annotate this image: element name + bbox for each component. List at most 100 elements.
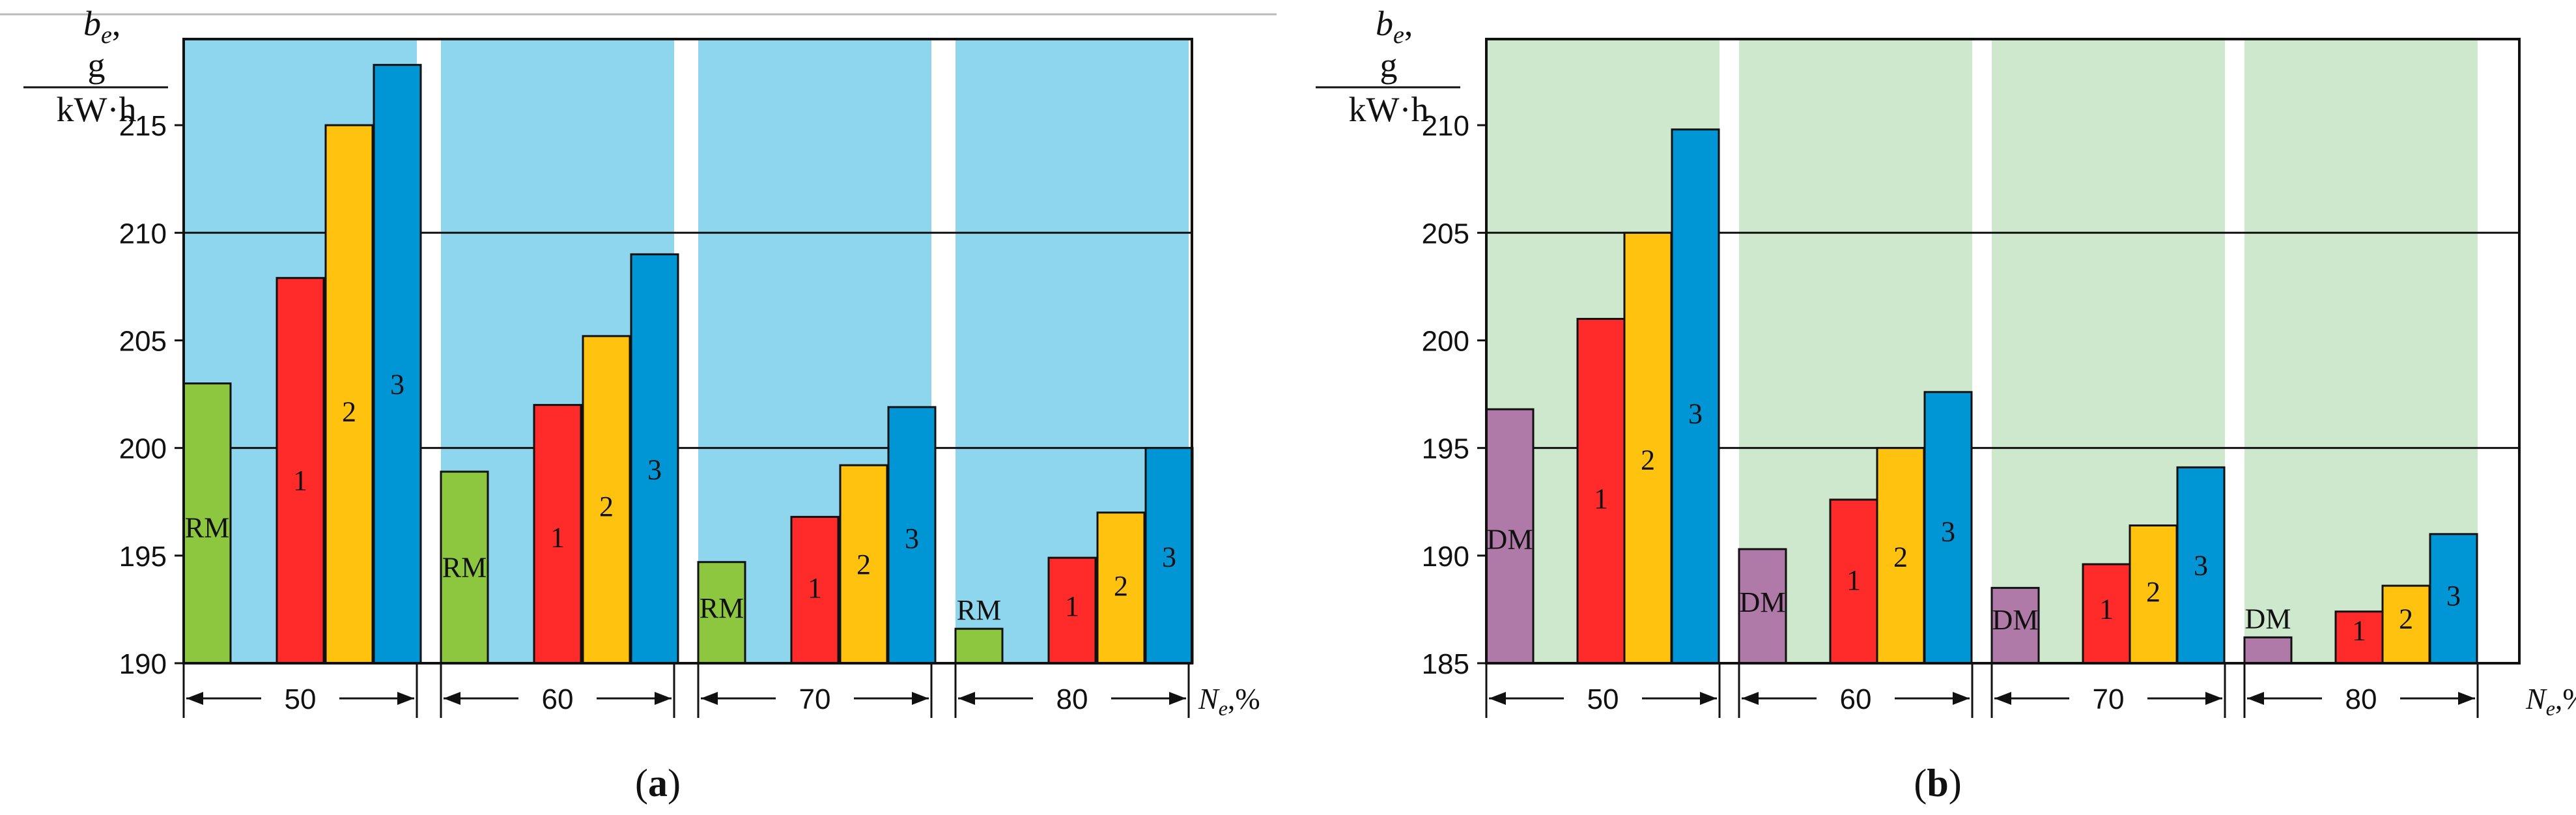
group-label-50: 50: [1587, 683, 1619, 715]
panel-a-chart: RM 1 2 3 RM 1 2 3 RM 1 2 3 RM 1 2 3 190 195 200 205 210 215 50…: [23, 4, 1260, 805]
bar-label-60-DM: DM: [1740, 586, 1786, 618]
arrowhead-left-60: [1742, 692, 1759, 705]
bar-label-60-3: 3: [1941, 516, 1955, 548]
bar-50-3: [1671, 128, 1720, 665]
y-axis-symbol: be,: [83, 4, 120, 49]
arrowhead-left-80: [958, 692, 975, 705]
y-tick-label-215: 215: [119, 110, 167, 142]
bar-label-50-RM: RM: [185, 512, 229, 544]
bar-label-80-1: 1: [2352, 614, 2366, 646]
bar-label-70-1: 1: [808, 572, 822, 604]
arrowhead-left-60: [444, 692, 460, 705]
bar-label-70-DM: DM: [1992, 604, 2039, 636]
bar-50-1: [1576, 317, 1626, 665]
group-label-60: 60: [1840, 683, 1872, 715]
arrowhead-left-80: [2247, 692, 2264, 705]
bar-label-60-3: 3: [647, 454, 662, 486]
y-unit-numerator: g: [88, 46, 106, 85]
bar-label-70-2: 2: [856, 549, 871, 580]
arrowhead-left-70: [701, 692, 718, 705]
bar-label-80-RM: RM: [957, 594, 1001, 626]
bar-label-80-DM: DM: [2245, 603, 2291, 635]
group-label-50: 50: [285, 683, 317, 715]
y-tick-label-210: 210: [1422, 110, 1469, 142]
bar-label-50-DM: DM: [1487, 524, 1533, 556]
bar-label-50-3: 3: [1688, 397, 1703, 429]
panel-caption-a: (a): [635, 762, 681, 805]
bar-label-70-2: 2: [2146, 576, 2160, 608]
bar-50-1: [276, 277, 325, 665]
bar-label-50-2: 2: [1641, 444, 1655, 476]
y-tick-label-200: 200: [119, 433, 167, 465]
arrowhead-right-50: [1700, 692, 1717, 705]
bar-50-3: [373, 64, 422, 665]
bar-80-1: [1047, 556, 1097, 665]
bar-label-80-2: 2: [1114, 570, 1128, 602]
bar-70-2: [839, 464, 888, 665]
bar-label-50-3: 3: [390, 369, 404, 401]
bar-60-DM: [1738, 548, 1787, 665]
y-tick-label-190: 190: [1422, 541, 1469, 573]
arrowhead-right-50: [397, 692, 414, 705]
panel-caption-b: (b): [1914, 762, 1961, 805]
bar-label-70-1: 1: [2099, 593, 2114, 625]
y-tick-label-200: 200: [1422, 325, 1469, 357]
bar-80-2: [1096, 511, 1146, 665]
arrowhead-right-60: [1953, 692, 1970, 705]
bar-label-80-1: 1: [1065, 590, 1079, 622]
bar-label-50-2: 2: [342, 395, 356, 427]
group-label-70: 70: [2093, 683, 2125, 715]
bar-label-70-3: 3: [905, 522, 919, 554]
plot-frame: [182, 38, 1193, 665]
bar-label-80-3: 3: [2446, 580, 2461, 612]
y-tick-label-205: 205: [119, 325, 167, 357]
bar-60-1: [533, 404, 582, 665]
y-unit-denominator: kW·h: [57, 90, 137, 129]
bar-60-RM: [440, 470, 489, 665]
group-label-60: 60: [542, 683, 574, 715]
bar-label-60-2: 2: [599, 491, 614, 522]
y-tick-label-185: 185: [1422, 648, 1469, 680]
y-unit-numerator: g: [1380, 46, 1398, 85]
arrowhead-left-50: [1489, 692, 1506, 705]
bar-label-80-3: 3: [1162, 541, 1176, 573]
bar-60-3: [1923, 391, 1973, 665]
bar-80-RM: [954, 627, 1004, 665]
y-tick-label-190: 190: [119, 648, 167, 680]
bar-80-DM: [2243, 636, 2293, 665]
bar-50-2: [324, 124, 374, 665]
x-axis-label: Ne,%: [1198, 682, 1260, 720]
arrowhead-right-60: [655, 692, 672, 705]
bar-70-3: [887, 406, 937, 665]
bar-label-60-1: 1: [550, 522, 565, 554]
bar-label-70-3: 3: [2194, 550, 2208, 582]
plot-frame: [1485, 38, 2521, 665]
bar-label-60-RM: RM: [442, 552, 487, 584]
bar-label-60-2: 2: [1893, 541, 1908, 573]
bar-label-70-RM: RM: [700, 592, 744, 624]
bar-70-1: [790, 515, 840, 665]
group-label-80: 80: [2345, 683, 2377, 715]
bar-label-50-1: 1: [1594, 483, 1608, 515]
y-unit-denominator: kW·h: [1349, 90, 1429, 129]
bar-60-1: [1829, 498, 1878, 665]
arrowhead-right-70: [2205, 692, 2222, 705]
y-tick-label-195: 195: [1422, 433, 1469, 465]
bar-label-80-2: 2: [2399, 603, 2413, 635]
arrowhead-left-70: [1994, 692, 2011, 705]
bar-70-2: [2129, 524, 2178, 665]
bar-70-3: [2176, 466, 2226, 665]
arrowhead-right-80: [1169, 692, 1186, 705]
group-label-80: 80: [1056, 683, 1088, 715]
x-axis-label: Ne,%: [2525, 682, 2576, 720]
y-axis-symbol: be,: [1376, 4, 1413, 49]
bar-label-50-1: 1: [293, 465, 307, 496]
y-tick-label-205: 205: [1422, 218, 1469, 250]
bar-label-60-1: 1: [1847, 564, 1861, 596]
bar-50-2: [1623, 231, 1673, 665]
arrowhead-right-80: [2458, 692, 2475, 705]
group-label-70: 70: [799, 683, 831, 715]
y-tick-label-195: 195: [119, 541, 167, 573]
